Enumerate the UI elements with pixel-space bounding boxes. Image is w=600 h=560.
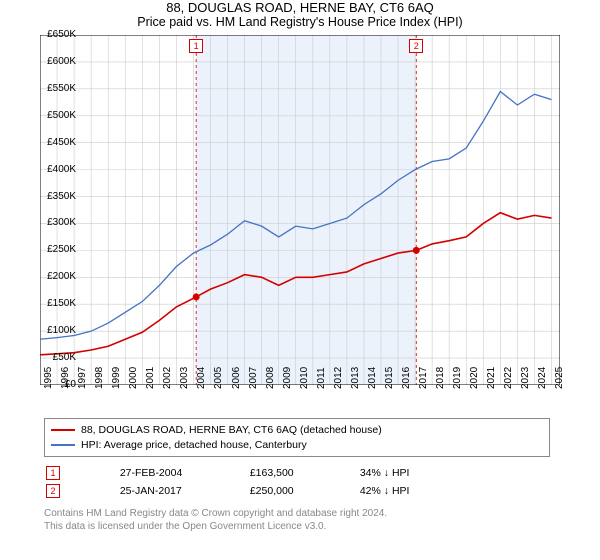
sale-marker-2: 2	[46, 484, 60, 498]
x-tick-label: 2021	[486, 367, 497, 389]
chart-area: £0£50K£100K£150K£200K£250K£300K£350K£400…	[40, 35, 600, 410]
chart-svg	[40, 35, 560, 385]
x-tick-label: 1999	[111, 367, 122, 389]
y-tick-label: £500K	[26, 110, 76, 121]
sale-price-2: £250,000	[250, 483, 358, 499]
y-tick-label: £100K	[26, 325, 76, 336]
x-tick-label: 2009	[282, 367, 293, 389]
x-tick-label: 1997	[77, 367, 88, 389]
y-tick-label: £400K	[26, 164, 76, 175]
x-tick-label: 2015	[384, 367, 395, 389]
x-tick-label: 2004	[196, 367, 207, 389]
x-tick-label: 2014	[367, 367, 378, 389]
x-tick-label: 2005	[213, 367, 224, 389]
y-tick-label: £450K	[26, 137, 76, 148]
x-tick-label: 2010	[299, 367, 310, 389]
chart-subtitle: Price paid vs. HM Land Registry's House …	[0, 15, 600, 29]
x-tick-label: 2008	[265, 367, 276, 389]
y-tick-label: £650K	[26, 29, 76, 40]
y-tick-label: £550K	[26, 83, 76, 94]
y-tick-label: £300K	[26, 217, 76, 228]
x-tick-label: 1995	[43, 367, 54, 389]
x-tick-label: 2012	[333, 367, 344, 389]
y-tick-label: £600K	[26, 56, 76, 67]
table-row: 2 25-JAN-2017 £250,000 42% ↓ HPI	[46, 483, 548, 499]
y-tick-label: £200K	[26, 271, 76, 282]
sale-marker-box: 2	[409, 39, 423, 53]
x-tick-label: 2016	[401, 367, 412, 389]
x-tick-label: 1998	[94, 367, 105, 389]
footer-line-2: This data is licensed under the Open Gov…	[44, 521, 326, 532]
table-row: 1 27-FEB-2004 £163,500 34% ↓ HPI	[46, 465, 548, 481]
x-tick-label: 2011	[316, 367, 327, 389]
x-tick-label: 2007	[248, 367, 259, 389]
y-tick-label: £50K	[26, 352, 76, 363]
x-tick-label: 2006	[231, 367, 242, 389]
legend-label-hpi: HPI: Average price, detached house, Cant…	[81, 438, 307, 453]
sale-vs-1: 34% ↓ HPI	[360, 465, 548, 481]
sales-table: 1 27-FEB-2004 £163,500 34% ↓ HPI 2 25-JA…	[44, 463, 550, 501]
y-tick-label: £350K	[26, 191, 76, 202]
legend-swatch-property	[51, 429, 75, 431]
x-tick-label: 2024	[537, 367, 548, 389]
x-tick-label: 2013	[350, 367, 361, 389]
chart-container: 88, DOUGLAS ROAD, HERNE BAY, CT6 6AQ Pri…	[0, 0, 600, 560]
legend-label-property: 88, DOUGLAS ROAD, HERNE BAY, CT6 6AQ (de…	[81, 423, 382, 438]
sale-date-1: 27-FEB-2004	[120, 465, 248, 481]
sale-marker-1: 1	[46, 466, 60, 480]
x-tick-label: 2000	[128, 367, 139, 389]
x-tick-label: 2019	[452, 367, 463, 389]
x-tick-label: 2022	[503, 367, 514, 389]
footer: Contains HM Land Registry data © Crown c…	[44, 507, 596, 533]
x-tick-label: 2023	[520, 367, 531, 389]
x-tick-label: 2002	[162, 367, 173, 389]
legend-row-hpi: HPI: Average price, detached house, Cant…	[51, 438, 543, 453]
sale-marker-box: 1	[189, 39, 203, 53]
chart-title: 88, DOUGLAS ROAD, HERNE BAY, CT6 6AQ	[0, 0, 600, 15]
x-tick-label: 1996	[60, 367, 71, 389]
sale-vs-2: 42% ↓ HPI	[360, 483, 548, 499]
sale-price-1: £163,500	[250, 465, 358, 481]
y-tick-label: £250K	[26, 244, 76, 255]
x-tick-label: 2001	[145, 367, 156, 389]
sale-date-2: 25-JAN-2017	[120, 483, 248, 499]
x-tick-label: 2003	[179, 367, 190, 389]
x-tick-label: 2020	[469, 367, 480, 389]
legend-swatch-hpi	[51, 444, 75, 446]
x-tick-label: 2025	[554, 367, 565, 389]
y-tick-label: £150K	[26, 298, 76, 309]
x-tick-label: 2018	[435, 367, 446, 389]
legend: 88, DOUGLAS ROAD, HERNE BAY, CT6 6AQ (de…	[44, 418, 550, 457]
x-tick-label: 2017	[418, 367, 429, 389]
footer-line-1: Contains HM Land Registry data © Crown c…	[44, 508, 387, 519]
legend-row-property: 88, DOUGLAS ROAD, HERNE BAY, CT6 6AQ (de…	[51, 423, 543, 438]
